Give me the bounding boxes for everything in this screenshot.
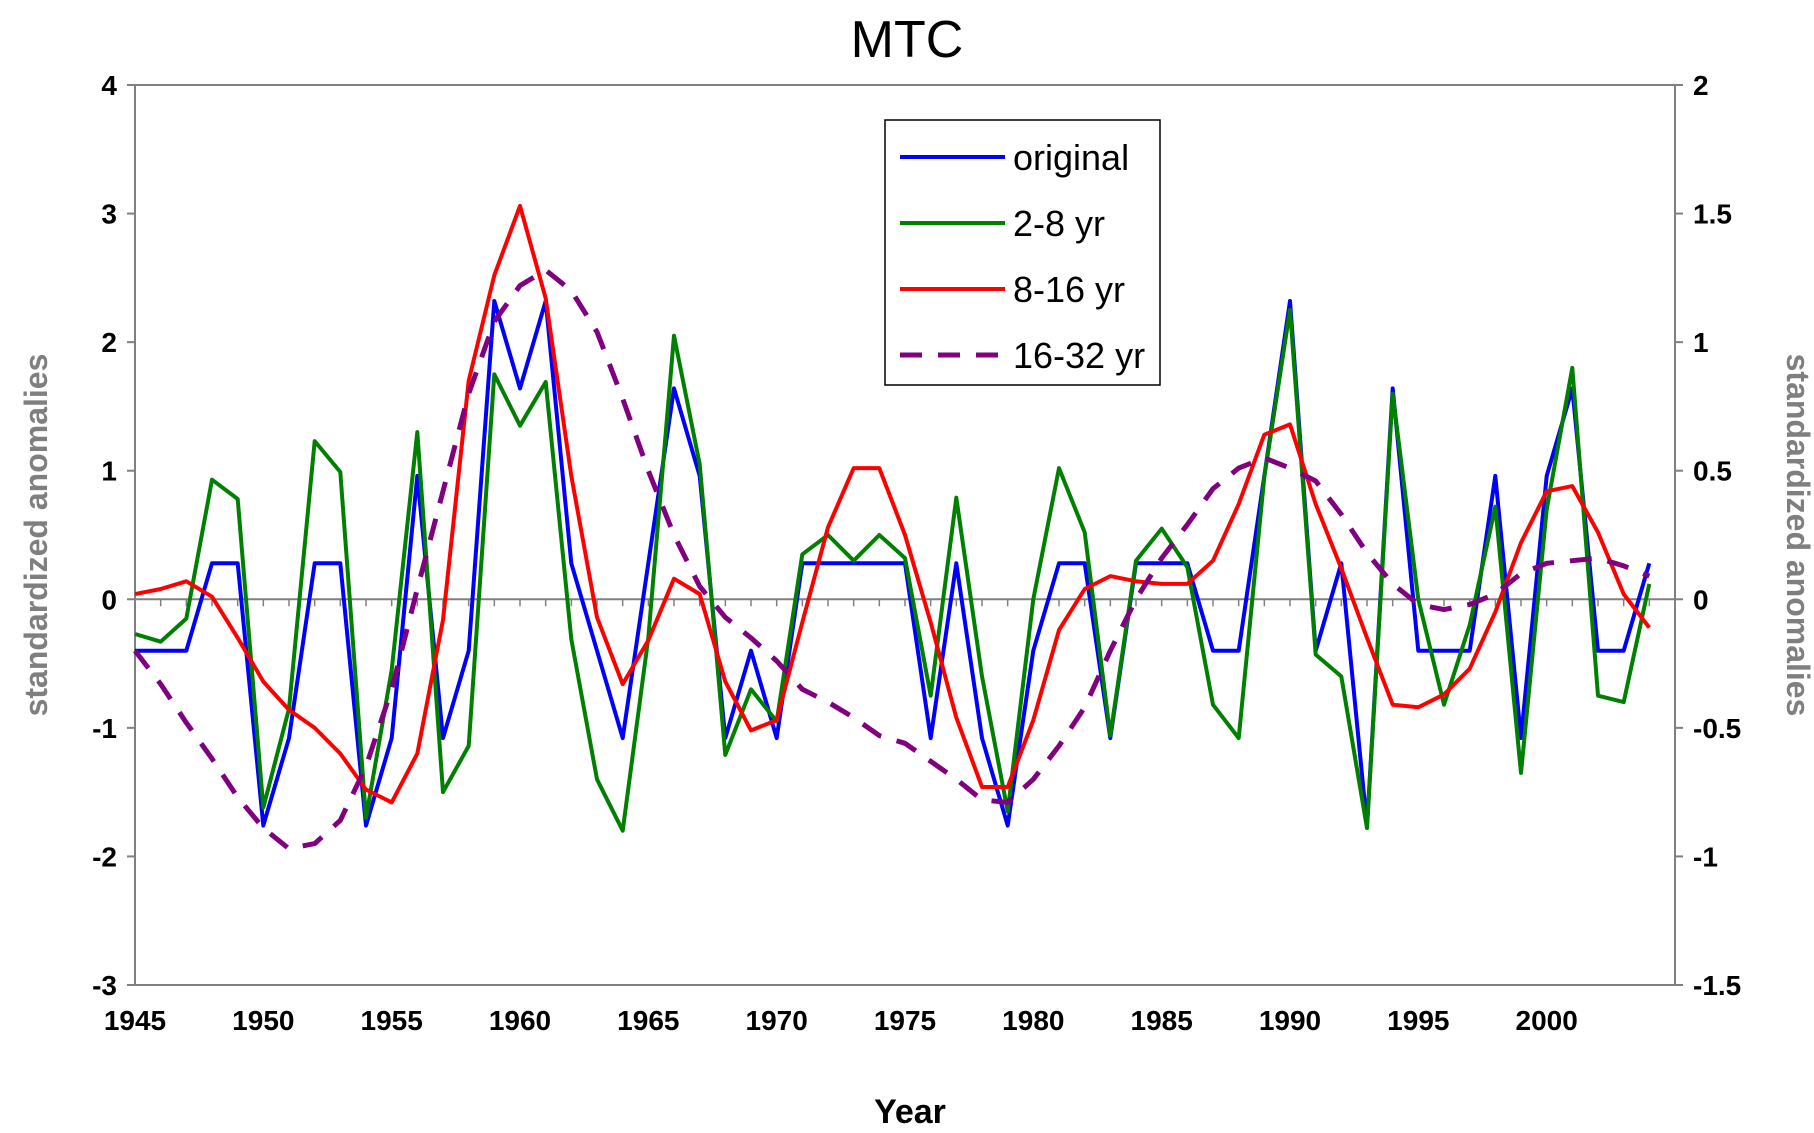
y-axis-title-left: standardized anomalies xyxy=(18,354,54,717)
x-tick-label: 2000 xyxy=(1516,1005,1578,1036)
x-tick-label: 1945 xyxy=(104,1005,166,1036)
x-axis-title: Year xyxy=(874,1093,946,1131)
y-right-tick-label: 1 xyxy=(1693,327,1709,358)
x-tick-label: 1960 xyxy=(489,1005,551,1036)
x-tick-label: 1980 xyxy=(1002,1005,1064,1036)
y-right-tick-label: 1.5 xyxy=(1693,199,1732,230)
x-tick-label: 1975 xyxy=(874,1005,936,1036)
series-line-2-8-yr xyxy=(134,308,1652,833)
y-left-tick-label: 3 xyxy=(101,199,117,230)
chart-title: MTC xyxy=(851,11,964,69)
x-tick-label: 1950 xyxy=(232,1005,294,1036)
y-right-tick-label: -1.5 xyxy=(1693,970,1741,1001)
y-left-tick-label: 2 xyxy=(101,327,117,358)
ticks-layer: -3 -2 -1 0 1 2 3 4 -1.5 -1 -0.5 0 0.5 1 1.5 2 1945 1950 19… xyxy=(92,70,1741,1036)
legend-label: 8-16 yr xyxy=(1013,269,1125,310)
x-tick-label: 1970 xyxy=(746,1005,808,1036)
y-right-tick-label: -0.5 xyxy=(1693,713,1741,744)
series-line-8-16-yr xyxy=(134,203,1651,805)
y-left-tick-label: 0 xyxy=(101,584,117,615)
legend-label: 2-8 yr xyxy=(1013,203,1105,244)
legend-label: original xyxy=(1013,137,1129,178)
legend-label: 16-32 yr xyxy=(1013,335,1145,376)
legend: original 2-8 yr 8-16 yr 16-32 yr xyxy=(884,119,1161,386)
x-tick-label: 1965 xyxy=(617,1005,679,1036)
x-tick-label: 1995 xyxy=(1387,1005,1449,1036)
y-left-tick-label: 4 xyxy=(101,70,117,101)
y-left-tick-label: -1 xyxy=(92,713,117,744)
y-left-tick-label: 1 xyxy=(101,456,117,487)
x-tick-label: 1990 xyxy=(1259,1005,1321,1036)
x-tick-label: 1985 xyxy=(1131,1005,1193,1036)
x-tick-label: 1955 xyxy=(361,1005,423,1036)
y-right-tick-label: -1 xyxy=(1693,841,1718,872)
y-right-tick-label: 2 xyxy=(1693,70,1709,101)
y-left-tick-label: -2 xyxy=(92,841,117,872)
y-left-tick-label: -3 xyxy=(92,970,117,1001)
y-axis-title-right: standardized anomalies xyxy=(1780,354,1814,717)
y-right-tick-label: 0 xyxy=(1693,584,1709,615)
legend-box xyxy=(884,119,1161,386)
y-right-tick-label: 0.5 xyxy=(1693,456,1732,487)
series-layer xyxy=(133,203,1652,852)
